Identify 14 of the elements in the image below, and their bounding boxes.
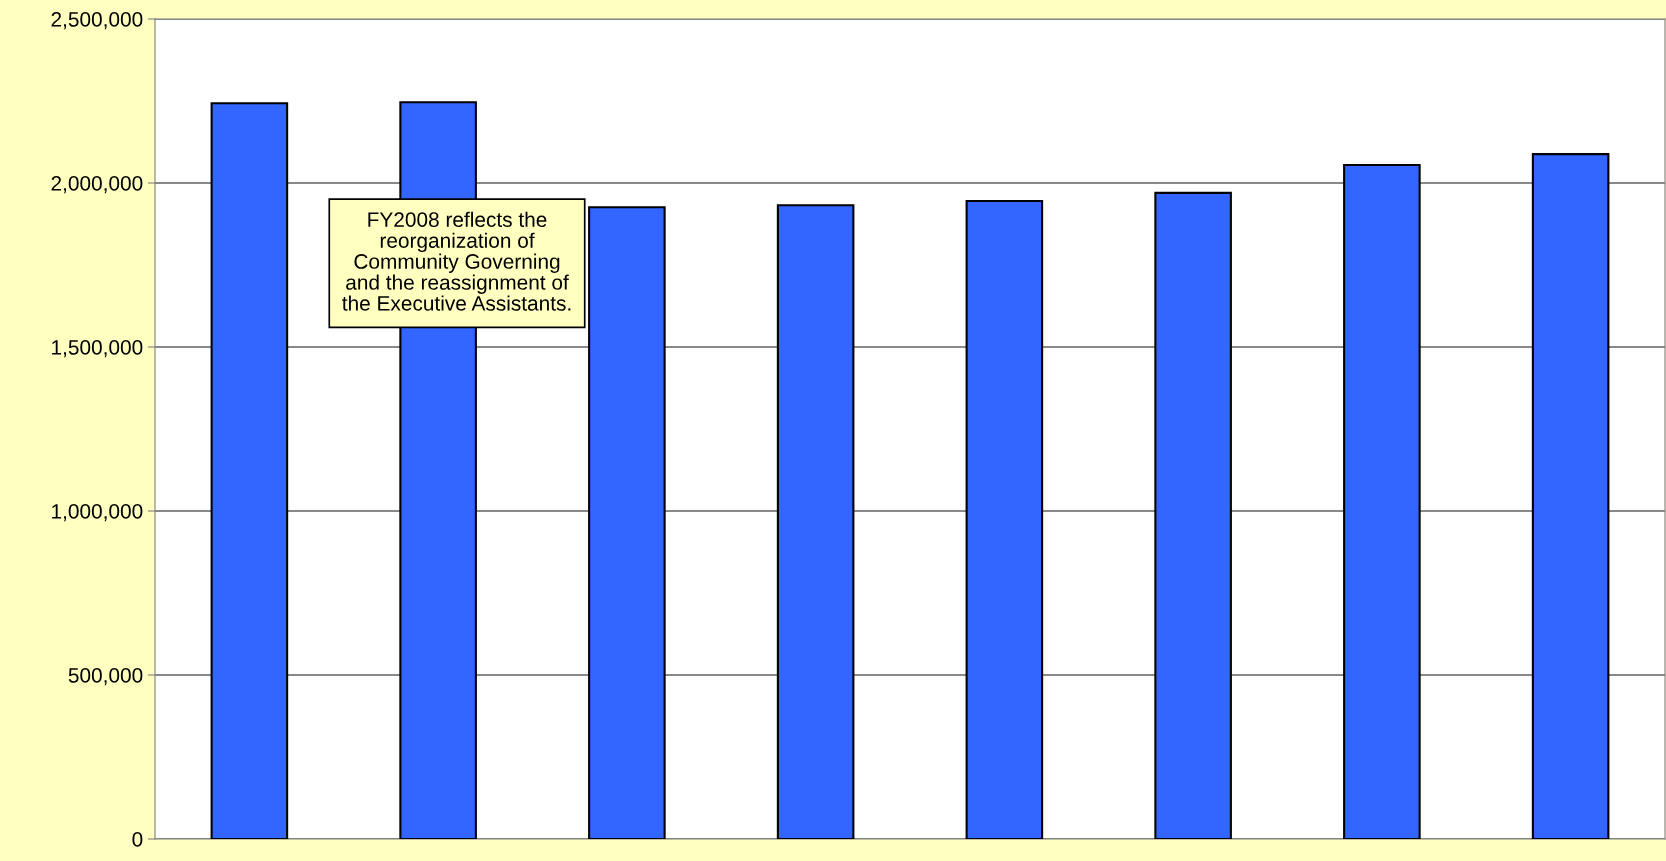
bar — [588, 206, 666, 839]
annotation: FY2008 reflects the reorganization of Community Governing and the reassignment of the Executive Assistants. — [342, 211, 571, 311]
bar — [1531, 153, 1610, 839]
y-tick-label: 2,500,000 — [51, 12, 143, 30]
bar — [210, 102, 289, 839]
y-tick-label: 1,000,000 — [52, 504, 143, 522]
bar — [1343, 163, 1421, 839]
y-tick-label: 0 — [132, 832, 143, 847]
bar — [776, 204, 855, 839]
y-tick-label: 500,000 — [68, 668, 143, 686]
y-tick-label: 1,500,000 — [52, 340, 143, 358]
y-tick-label: 2,000,000 — [51, 176, 143, 194]
bar — [965, 200, 1044, 839]
bar — [1154, 191, 1232, 839]
